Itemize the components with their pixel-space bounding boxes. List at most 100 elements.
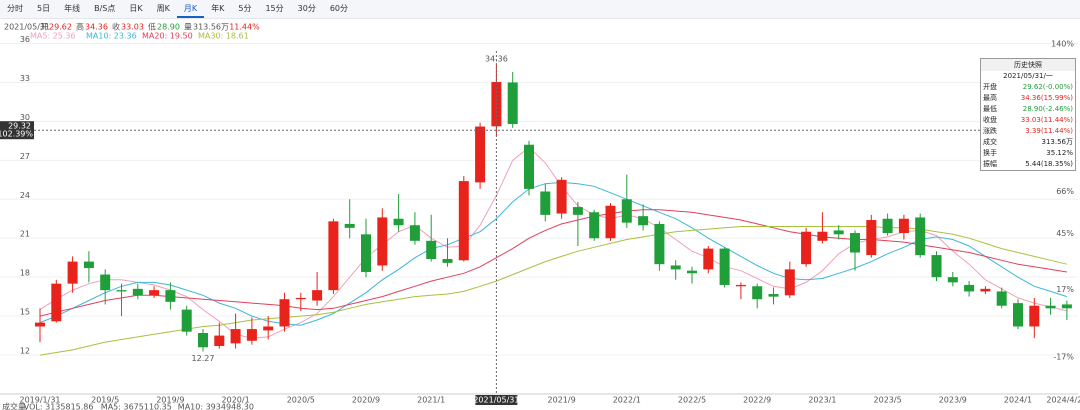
candle-body	[100, 274, 111, 291]
candle-body	[882, 218, 893, 234]
header-key: 开	[40, 23, 48, 32]
tooltip-value: 313.56万	[1041, 138, 1074, 146]
tab[interactable]: B/S点	[94, 4, 116, 13]
x-tick-label: 2022/1	[613, 396, 641, 405]
y-tick-label: 36	[20, 35, 30, 44]
header-date: 2021/05/31	[4, 23, 50, 32]
candle-body	[1045, 305, 1056, 309]
x-tick-label: 2019/5	[91, 396, 119, 405]
candle-body	[442, 258, 453, 263]
candle-body	[132, 288, 143, 296]
candle-body	[263, 326, 274, 331]
candle-body	[524, 144, 534, 189]
y-tick-label: 24	[20, 191, 30, 200]
x-tick-label: 2022/9	[743, 396, 771, 405]
header-value: 29.62	[49, 23, 72, 32]
tooltip-key: 收盘	[983, 116, 997, 124]
tooltip-key: 换手	[983, 149, 997, 157]
candle-body	[230, 329, 241, 344]
candle-body	[116, 290, 127, 292]
tab[interactable]: 月K	[176, 0, 205, 18]
tooltip-value: 35.12%	[1046, 149, 1073, 157]
tooltip-row: 成交 313.56万	[981, 137, 1075, 148]
x-tick-label: 2021/9	[548, 396, 576, 405]
candle-body	[83, 261, 94, 269]
crosshair-label: 29.32	[8, 122, 31, 131]
low-label: 12.27	[192, 354, 215, 363]
tab[interactable]: 5日	[37, 4, 51, 13]
tooltip-row: 开盘 29.62(-0.00%)	[981, 82, 1075, 93]
legend-entry: MA10: 23.36	[86, 32, 137, 41]
candle-body	[377, 217, 388, 266]
ma-line	[39, 181, 1068, 326]
tooltip-key: 最低	[983, 105, 997, 113]
tooltip-value: 33.03(11.44%)	[1020, 116, 1073, 124]
y-tick-label: 12	[20, 347, 30, 356]
candle-body	[833, 230, 844, 235]
tooltip-row: 涨跌 3.39(11.44%)	[981, 126, 1075, 137]
tooltip-value: 29.62(-0.00%)	[1022, 83, 1073, 91]
x-tick-label: 2023/1	[808, 396, 836, 405]
tab[interactable]: 日K	[129, 4, 143, 13]
candle-body	[507, 82, 518, 124]
candle-body	[409, 225, 420, 241]
candle-body	[654, 223, 665, 265]
crosshair-pct-label: 102.39%	[0, 130, 33, 139]
candle-body	[458, 181, 469, 261]
candle-body	[621, 199, 632, 223]
candle-body	[540, 191, 551, 215]
tab[interactable]: 15分	[265, 4, 284, 13]
candle-body	[687, 270, 697, 274]
candle-body	[589, 212, 600, 239]
tab[interactable]: 分时	[7, 4, 23, 13]
candle-body	[279, 299, 290, 327]
y-tick-label: 21	[20, 230, 30, 239]
x-tick-label: 2023/5	[874, 396, 902, 405]
candle-body	[768, 294, 779, 297]
candle-body	[393, 218, 404, 226]
x-tick-label: 2024/1	[1004, 396, 1032, 405]
candle-body	[752, 286, 763, 300]
candle-body	[295, 297, 306, 300]
tooltip-key: 最高	[983, 94, 997, 102]
toolbar: 分时 5日 年线 B/S点 日K 周K 月K 年K 5分 15分 30分 60分	[0, 0, 1080, 19]
tooltip-row: 换手 35.12%	[981, 148, 1075, 159]
candle-body	[198, 332, 208, 348]
candle-body	[67, 261, 78, 284]
x-tick-label: 2019/9	[156, 396, 184, 405]
tab[interactable]: 60分	[329, 4, 349, 13]
tooltip-key: 成交	[983, 138, 997, 146]
header-value: 28.90	[157, 23, 180, 32]
candle-body	[638, 216, 649, 226]
tooltip-title: 历史快照	[981, 59, 1075, 71]
candle-body	[947, 277, 958, 283]
tooltip-key: 涨跌	[983, 127, 997, 135]
candle-body	[1061, 304, 1072, 309]
x-tick-label: 2021/05/31	[473, 396, 519, 405]
tooltip-row: 最高 34.36(15.99%)	[981, 93, 1075, 104]
candle-body	[1029, 305, 1040, 327]
candle-body	[784, 269, 795, 296]
candle-body	[817, 231, 828, 241]
candle-body	[556, 179, 567, 214]
y-tick-label: 33	[20, 74, 30, 83]
tab[interactable]: 年线	[64, 4, 81, 13]
y2-tick-label: 17%	[1056, 285, 1074, 294]
tab[interactable]: 年K	[211, 4, 225, 13]
tooltip-value: 5.44(18.35%)	[1025, 160, 1073, 168]
candle-body	[312, 290, 323, 301]
candle-body	[35, 322, 45, 327]
tab[interactable]: 30分	[297, 4, 316, 13]
tab[interactable]: 周K	[156, 4, 170, 13]
candle-body	[181, 309, 192, 332]
tab[interactable]: 5分	[238, 4, 252, 13]
candle-body	[361, 234, 371, 272]
tooltip-value: 34.36(15.99%)	[1020, 94, 1073, 102]
candle-body	[328, 221, 339, 291]
x-tick-label: 2021/1	[417, 396, 445, 405]
y2-tick-label: 140%	[1051, 39, 1074, 48]
x-tick-label: 2024/4/26	[1046, 396, 1080, 405]
header-key: 高	[76, 22, 84, 32]
volume-header: MA10: 3934948.30	[178, 403, 254, 410]
